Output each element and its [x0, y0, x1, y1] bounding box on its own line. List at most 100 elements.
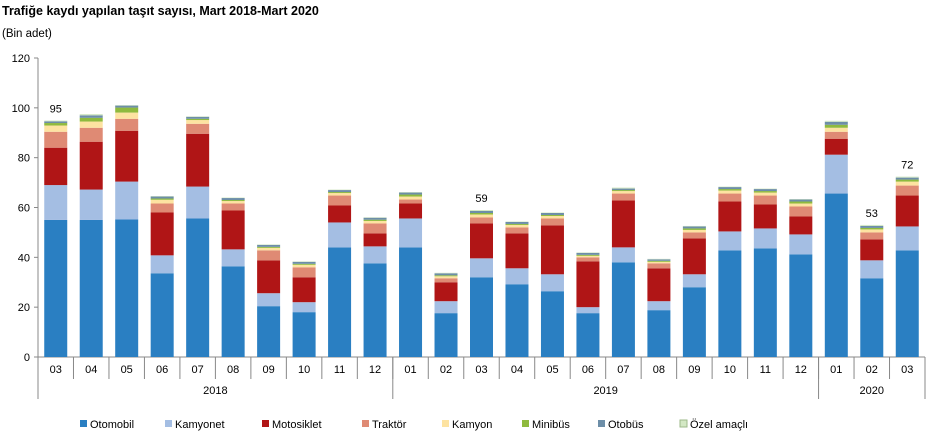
bar-segment-otomobil	[470, 277, 493, 357]
y-tick-label: 40	[18, 252, 30, 264]
bar-segment-özel-amaçlı	[44, 120, 68, 122]
x-tick-label: 12	[795, 364, 807, 376]
bar-segment-kamyon	[789, 203, 813, 207]
bar-segment-kamyon	[611, 191, 635, 194]
bar-segment-özel-amaçlı	[611, 187, 635, 189]
total-label: 95	[50, 104, 62, 116]
bar-segment-minibüs	[470, 212, 493, 215]
bar-segment-otomobil	[292, 312, 316, 357]
bar-segment-kamyon	[647, 261, 671, 264]
bar-segment-kamyonet	[824, 154, 848, 194]
bar-segment-otomobil	[860, 278, 884, 357]
bar-segment-kamyonet	[328, 222, 352, 248]
bar-segment-motosiklet	[186, 133, 210, 187]
legend-label: Motosiklet	[272, 419, 322, 431]
bar-segment-minibüs	[363, 219, 387, 221]
bar-segment-kamyonet	[718, 231, 742, 251]
y-axis-label: (Bin adet)	[2, 28, 52, 40]
bar-segment-motosiklet	[328, 205, 352, 223]
bar-segment-otobüs	[328, 190, 352, 193]
bar-segment-traktör	[79, 127, 103, 142]
bar-segment-motosiklet	[257, 260, 281, 294]
y-tick-label: 60	[18, 203, 30, 215]
bar-segment-kamyonet	[576, 307, 600, 314]
total-label: 59	[475, 193, 487, 205]
bar-segment-kamyonet	[79, 189, 103, 220]
bar-segment-kamyon	[44, 125, 68, 132]
bar-segment-motosiklet	[611, 200, 635, 248]
bar-segment-otomobil	[186, 218, 210, 357]
bar-segment-traktör	[895, 185, 919, 196]
bar-segment-kamyonet	[647, 301, 671, 311]
x-tick-label: 04	[511, 364, 523, 376]
x-tick-label: 09	[262, 364, 274, 376]
bar-segment-minibüs	[328, 192, 352, 194]
bar-segment-kamyonet	[363, 246, 387, 264]
y-tick-label: 100	[12, 103, 30, 115]
bar-segment-traktör	[221, 203, 245, 211]
bar-segment-motosiklet	[470, 223, 493, 259]
bar-segment-otobüs	[789, 199, 813, 202]
bar-segment-kamyon	[79, 121, 103, 128]
bar-segment-motosiklet	[718, 201, 742, 232]
x-tick-label: 03	[50, 364, 62, 376]
bar-segment-motosiklet	[540, 225, 564, 275]
bar-segment-traktör	[540, 218, 564, 226]
bar-segment-otomobil	[789, 254, 813, 357]
bar-segment-otomobil	[895, 250, 919, 357]
x-tick-label: 01	[404, 364, 416, 376]
bar-segment-traktör	[115, 118, 139, 131]
bar-segment-özel-amaçlı	[895, 176, 919, 178]
x-tick-label: 01	[830, 364, 842, 376]
bar-segment-traktör	[860, 232, 884, 240]
bar-segment-traktör	[576, 257, 600, 262]
bar-segment-traktör	[328, 195, 352, 206]
bar-segment-motosiklet	[399, 203, 423, 219]
bar-segment-kamyon	[895, 181, 919, 186]
bar-segment-otobüs	[895, 177, 919, 180]
legend-label: Kamyon	[452, 419, 492, 431]
bar-segment-kamyon	[328, 193, 352, 196]
legend-label: Kamyonet	[175, 419, 225, 431]
legend-swatch	[165, 420, 172, 427]
x-tick-label: 07	[192, 364, 204, 376]
bar-segment-traktör	[718, 193, 742, 202]
bar-segment-otobüs	[79, 115, 103, 118]
bar-segment-kamyon	[115, 112, 139, 119]
bar-segment-traktör	[505, 227, 529, 234]
bar-segment-otomobil	[753, 248, 777, 357]
bar-segment-traktör	[753, 195, 777, 205]
bar-segment-traktör	[470, 217, 493, 224]
bar-segment-otobüs	[576, 252, 600, 255]
bar-segment-otobüs	[434, 273, 458, 276]
x-tick-label: 06	[156, 364, 168, 376]
legend-swatch	[262, 420, 269, 427]
bar-segment-minibüs	[895, 179, 919, 182]
bar-segment-otobüs	[44, 121, 68, 124]
year-label: 2020	[860, 385, 884, 397]
bar-segment-minibüs	[186, 118, 210, 121]
x-tick-label: 10	[298, 364, 310, 376]
bar-segment-kamyon	[434, 276, 458, 279]
bar-segment-otomobil	[221, 266, 245, 357]
bar-segment-minibüs	[44, 123, 68, 126]
legend-swatch	[598, 420, 605, 427]
bar-segment-otobüs	[257, 244, 281, 247]
bar-segment-minibüs	[150, 198, 174, 200]
bar-segment-minibüs	[115, 107, 139, 113]
bar-segment-otomobil	[150, 273, 174, 357]
bar-segment-kamyon	[860, 229, 884, 233]
bar-segment-kamyonet	[470, 258, 493, 278]
bar-segment-otobüs	[647, 259, 671, 261]
bar-segment-traktör	[434, 278, 458, 283]
x-tick-label: 05	[546, 364, 558, 376]
bar-segment-otobüs	[611, 188, 635, 191]
bar-segment-motosiklet	[363, 233, 387, 247]
bar-segment-traktör	[789, 206, 813, 217]
bar-segment-otomobil	[718, 250, 742, 357]
bar-segment-kamyonet	[115, 181, 139, 220]
bar-segment-otobüs	[505, 221, 529, 224]
bar-segment-traktör	[292, 267, 316, 278]
bar-segment-minibüs	[505, 223, 529, 225]
bar-segment-traktör	[257, 250, 281, 261]
